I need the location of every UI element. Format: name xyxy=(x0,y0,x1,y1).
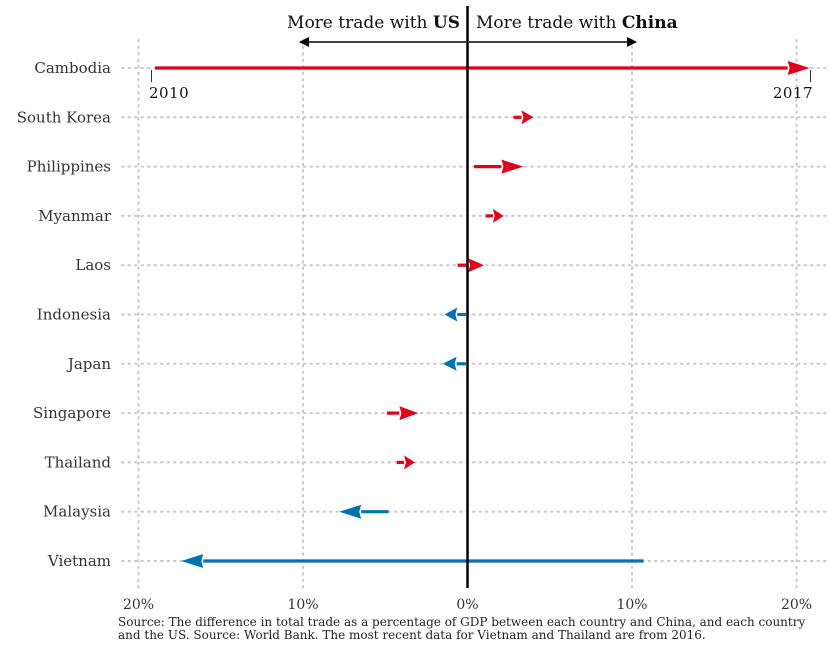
arrow-head xyxy=(181,554,204,568)
arrow-singapore xyxy=(386,406,419,421)
source-note: Source: The difference in total trade as… xyxy=(118,615,806,642)
category-label: Singapore xyxy=(33,404,111,422)
category-labels: Cambodia South Korea Philippines Myanmar Lao… xyxy=(17,59,112,570)
arrow-malaysia xyxy=(339,504,389,519)
arrow-head xyxy=(399,406,419,421)
arrow-cambodia xyxy=(154,61,810,75)
grid xyxy=(121,39,827,589)
category-label: Vietnam xyxy=(47,552,111,570)
arrow-laos xyxy=(457,258,484,273)
arrow-head xyxy=(492,208,504,223)
x-tick-label: 0% xyxy=(456,597,478,613)
arrow-head xyxy=(444,307,458,322)
category-label: Philippines xyxy=(27,158,111,176)
x-tick-label: 10% xyxy=(616,597,647,613)
arrow-head xyxy=(501,159,524,174)
category-label: Myanmar xyxy=(38,207,112,225)
arrow-head xyxy=(787,61,810,75)
x-axis-ticks: 20% 10% 0% 10% 20% xyxy=(123,597,812,613)
arrow-vietnam xyxy=(181,554,644,568)
arrow-philippines xyxy=(474,159,524,174)
arrow-indonesia xyxy=(444,307,466,322)
category-label: Malaysia xyxy=(43,503,111,521)
arrow-head xyxy=(339,504,362,519)
year-annotations: 2010 2017 xyxy=(149,70,813,102)
year-label-end: 2017 xyxy=(773,84,813,102)
arrow-head xyxy=(468,258,484,273)
category-label: Laos xyxy=(75,256,111,274)
category-label: Japan xyxy=(66,355,112,373)
arrow-japan xyxy=(442,356,466,371)
category-label: South Korea xyxy=(17,108,111,126)
data-arrows xyxy=(154,61,810,568)
arrow-thailand xyxy=(396,455,415,470)
arrow-head xyxy=(521,110,534,125)
chart-area: Cambodia South Korea Philippines Myanmar Lao… xyxy=(17,6,827,613)
arrow-myanmar xyxy=(485,208,504,223)
header-left-label: More trade with US xyxy=(287,13,460,33)
category-label: Thailand xyxy=(45,453,112,471)
category-label: Cambodia xyxy=(34,59,111,77)
arrow-head xyxy=(442,356,457,371)
header: More trade with US More trade with China xyxy=(287,13,678,47)
x-tick-label: 20% xyxy=(781,597,812,613)
arrow-south-korea xyxy=(513,110,534,125)
year-label-start: 2010 xyxy=(149,84,189,102)
category-label: Indonesia xyxy=(37,306,111,324)
header-right-label: More trade with China xyxy=(476,13,678,33)
x-tick-label: 10% xyxy=(287,597,318,613)
arrow-head xyxy=(404,455,415,470)
x-tick-label: 20% xyxy=(123,597,154,613)
